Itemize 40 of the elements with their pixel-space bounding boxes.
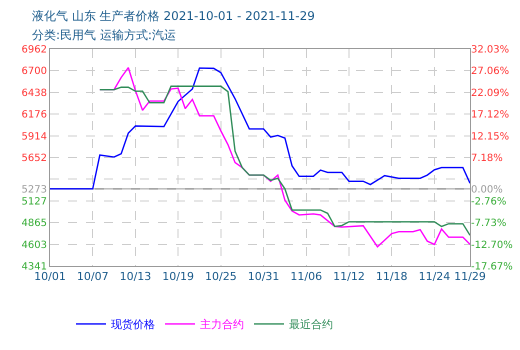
- x-tick-label: 10/19: [162, 270, 194, 284]
- y-tick-label: 5127: [22, 196, 47, 208]
- y2-tick-label: 0.00%: [471, 184, 503, 196]
- x-tick-label: 11/06: [290, 270, 322, 284]
- x-tick-label: 11/29: [454, 270, 486, 284]
- y-tick-label: 6438: [22, 88, 47, 99]
- y-tick-label: 4341: [22, 262, 47, 272]
- y2-tick-label: 22.09%: [471, 88, 510, 99]
- legend-label: 主力合约: [200, 318, 244, 332]
- x-tick-label: 10/31: [248, 270, 280, 284]
- x-tick-label: 11/24: [418, 270, 450, 284]
- y2-tick-label: 32.03%: [471, 44, 510, 56]
- y2-tick-label: -7.73%: [471, 218, 506, 230]
- y2-tick-label: 27.06%: [471, 66, 510, 78]
- y-tick-label: 6962: [22, 44, 47, 56]
- y-tick-label: 4603: [22, 240, 47, 251]
- y-tick-label: 4865: [22, 218, 47, 230]
- x-tick-label: 11/18: [376, 270, 408, 284]
- line-series: [99, 86, 470, 236]
- y-tick-label: 5273: [22, 184, 47, 196]
- y2-tick-label: -12.70%: [471, 240, 513, 251]
- y2-tick-label: 17.12%: [471, 110, 510, 121]
- x-tick-label: 10/25: [205, 270, 237, 284]
- chart-title: 液化气 山东 生产者价格 2021-10-01 - 2021-11-29: [32, 9, 315, 23]
- x-tick-label: 10/07: [76, 270, 109, 284]
- y2-tick-label: -17.67%: [471, 262, 513, 272]
- legend-label: 现货价格: [111, 318, 155, 332]
- x-tick-label: 10/13: [120, 270, 152, 284]
- y-tick-label: 6700: [22, 66, 47, 78]
- y-tick-label: 5914: [22, 131, 47, 142]
- line-series: [50, 67, 470, 190]
- legend-label: 最近合约: [289, 318, 333, 332]
- x-tick-label: 10/01: [34, 270, 66, 284]
- chart-subtitle: 分类:民用气 运输方式:汽运: [32, 28, 176, 42]
- y-tick-label: 6176: [22, 110, 47, 121]
- y2-tick-label: 12.15%: [471, 131, 510, 142]
- y-tick-label: 5652: [22, 152, 47, 164]
- y2-tick-label: 7.18%: [471, 153, 503, 164]
- y2-tick-label: -2.76%: [471, 196, 506, 208]
- x-tick-label: 11/12: [333, 270, 365, 284]
